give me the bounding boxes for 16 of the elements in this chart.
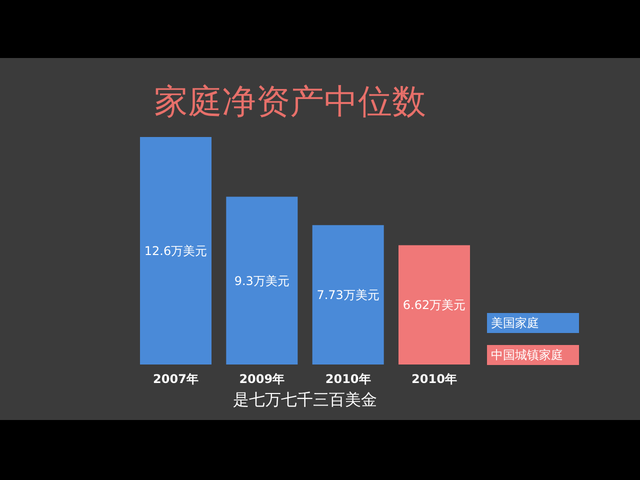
- chart-title: 家庭净资产中位数: [154, 82, 426, 122]
- series-label: 中国城镇家庭: [491, 348, 563, 362]
- x-tick-label: 2010年: [412, 372, 457, 386]
- data-label: 12.6万美元: [144, 244, 208, 258]
- bar: [226, 196, 298, 365]
- x-tick-label: 2009年: [239, 372, 285, 386]
- bar: [312, 225, 384, 365]
- data-label: 6.62万美元: [402, 298, 466, 312]
- text: 是七万七千三百美金: [233, 390, 377, 409]
- x-tick-label: 2007年: [153, 372, 198, 386]
- data-label: 9.3万美元: [234, 274, 290, 288]
- bar: [398, 245, 470, 365]
- data-label: 7.73万美元: [316, 288, 380, 302]
- bar: [140, 137, 212, 365]
- text: 美国家庭: [491, 316, 539, 330]
- x-tick-label: 2010年: [325, 372, 371, 386]
